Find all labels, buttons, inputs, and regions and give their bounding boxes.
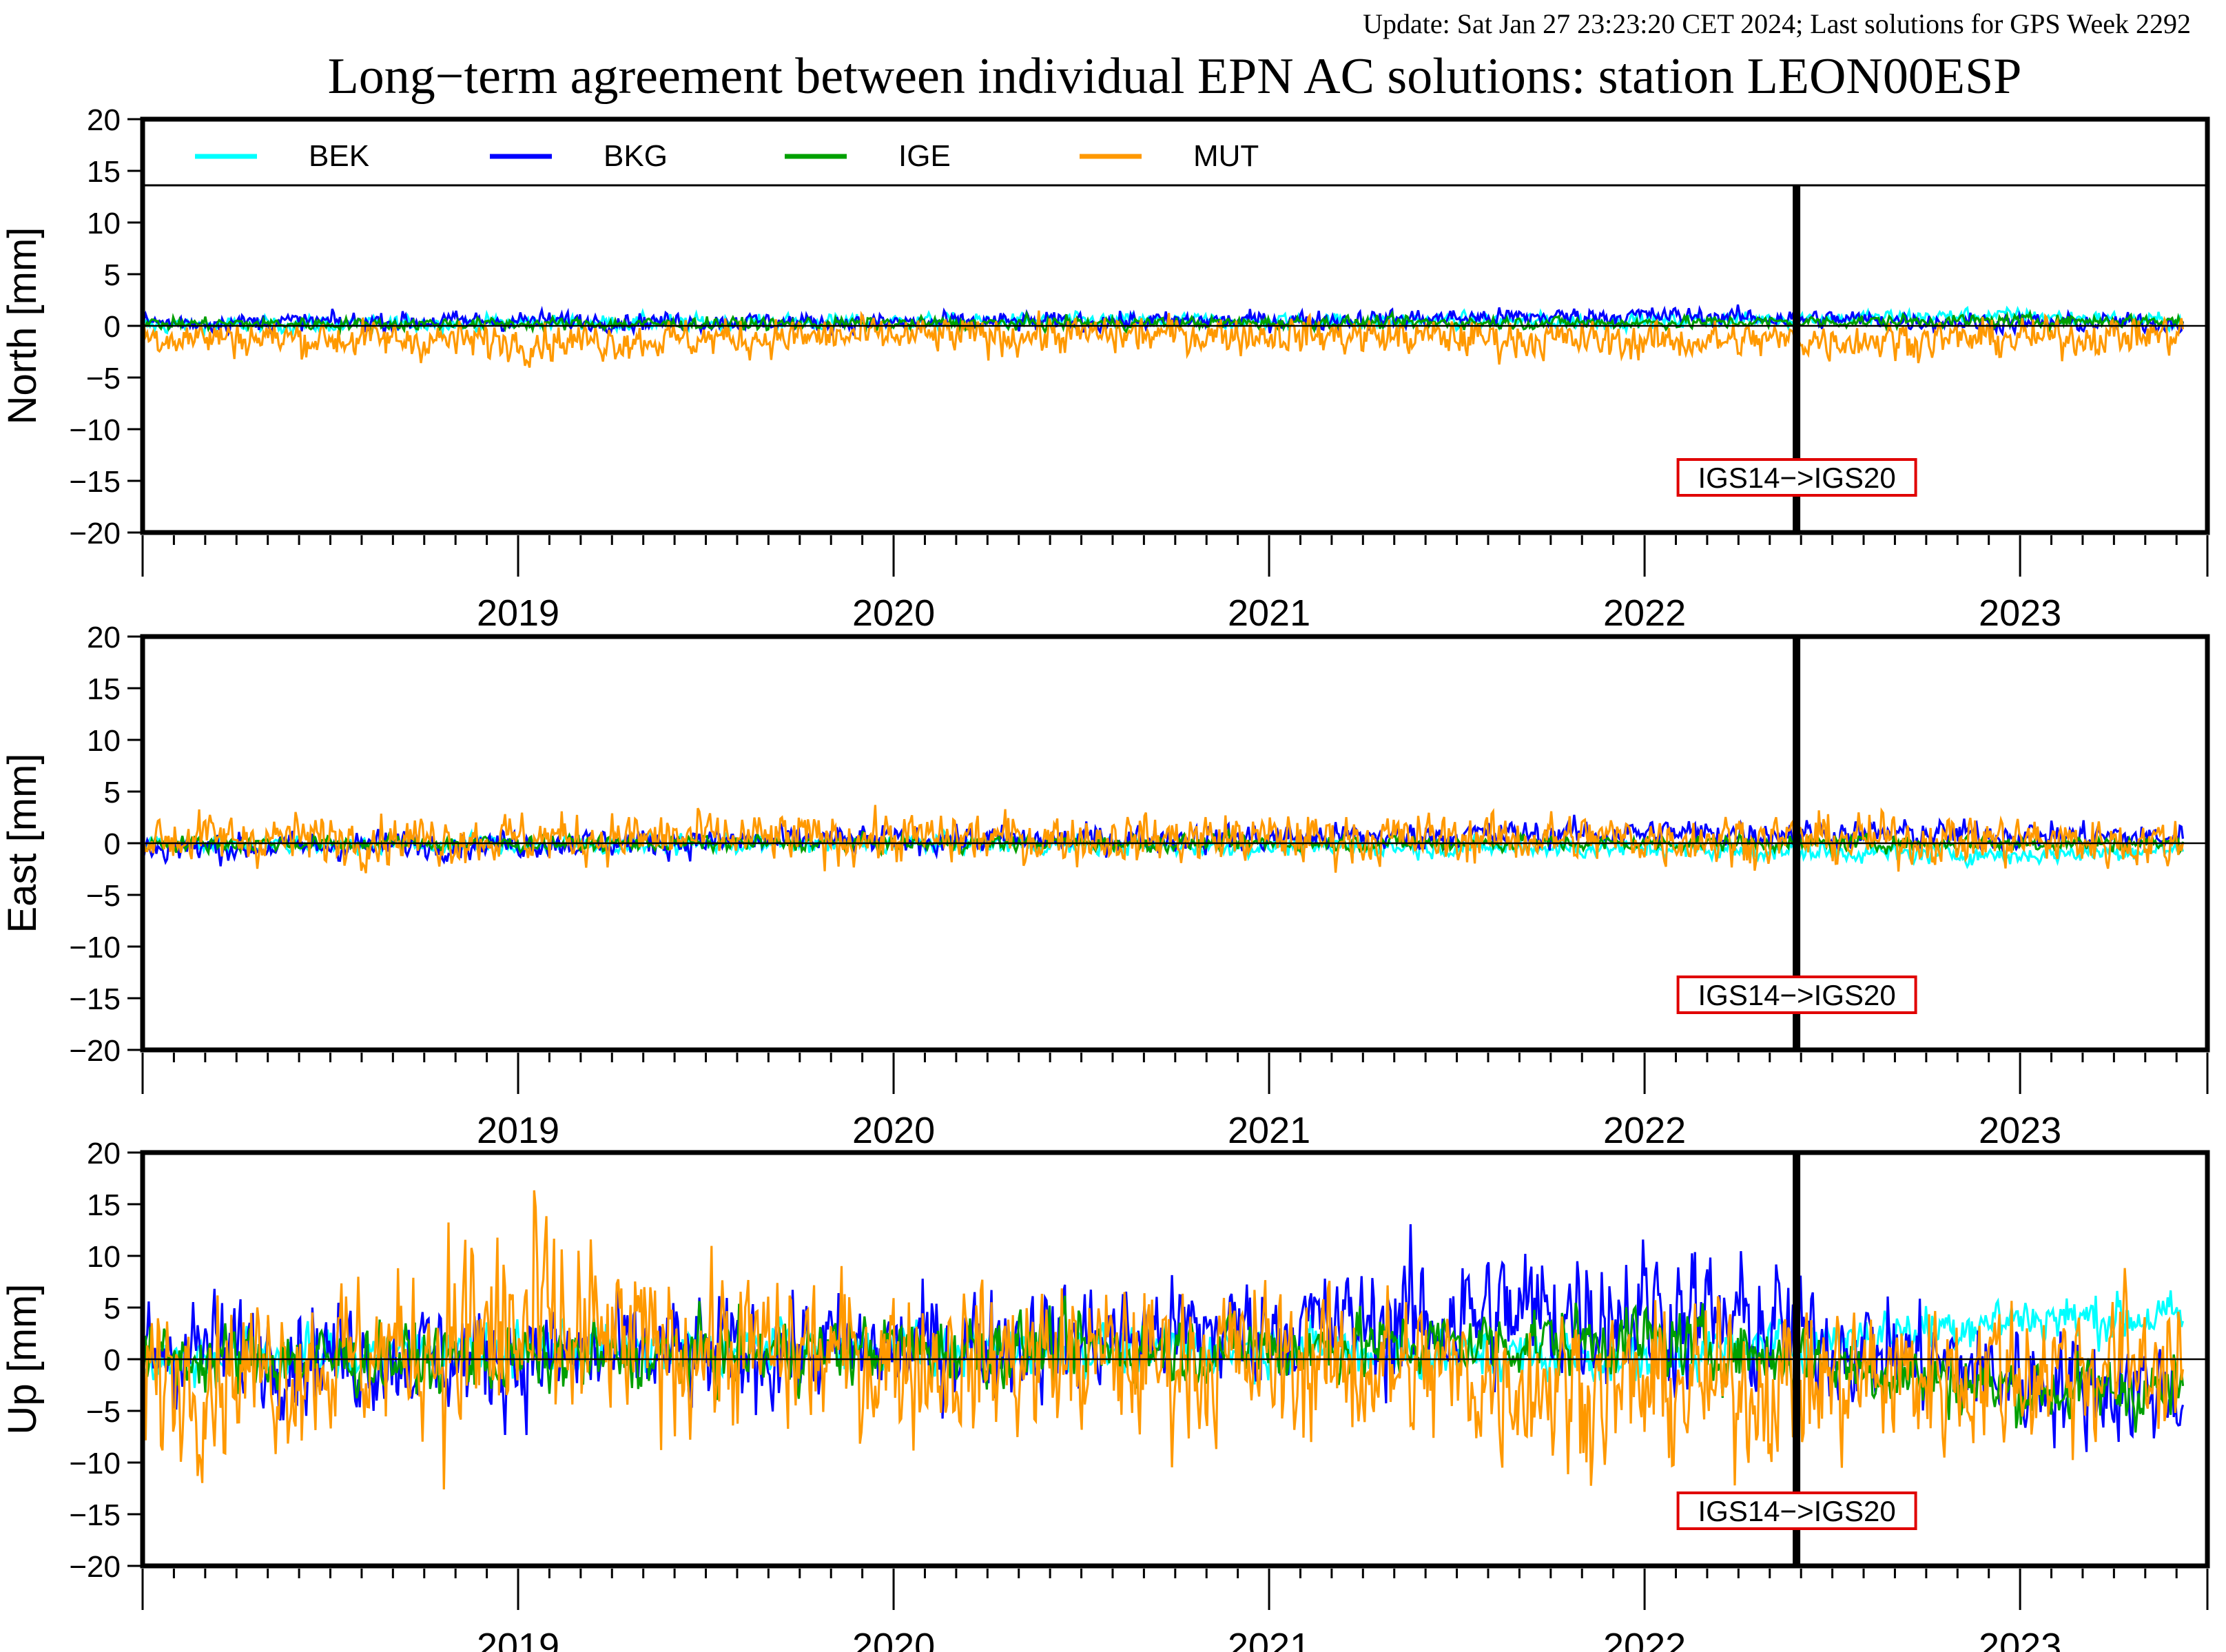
y-axis-label: North [mm] [0, 227, 45, 425]
y-tick-label: −10 [69, 413, 121, 447]
panel-2: IGS14−>IGS20 20 15 10 5 0 −5 −10 −15 −20 Up [mm] 20… [0, 1137, 2210, 1652]
y-tick-label: 20 [87, 103, 121, 137]
y-tick-label: −5 [86, 362, 121, 395]
y-tick-label: 0 [104, 1343, 121, 1377]
x-tick-label: 2022 [1603, 592, 1686, 634]
y-tick-label: −20 [69, 1034, 121, 1068]
x-tick-label: 2020 [852, 592, 935, 634]
y-tick-label: 10 [87, 207, 121, 240]
y-tick-label: −20 [69, 1550, 121, 1584]
y-tick-label: 15 [87, 672, 121, 706]
x-tick-label: 2020 [852, 1626, 935, 1652]
frame-change-label: IGS14−>IGS20 [1698, 1495, 1895, 1527]
chart-panels: IGS14−>IGS20 BEK BKG IGE MUT 20 15 10 5 0 −5 −10 −15… [0, 103, 2210, 1652]
legend-bg [143, 119, 2207, 185]
x-tick-label: 2020 [852, 1110, 935, 1151]
y-tick-label: 5 [104, 258, 121, 292]
y-tick-label: −20 [69, 517, 121, 550]
y-axis-label: East [mm] [0, 753, 45, 933]
y-tick-label: −10 [69, 1447, 121, 1480]
x-tick-label: 2019 [477, 1626, 559, 1652]
series-group [143, 1190, 2185, 1490]
y-tick-label: −15 [69, 465, 121, 499]
panel-0: IGS14−>IGS20 BEK BKG IGE MUT 20 15 10 5 0 −5 −10 −15… [0, 103, 2210, 634]
y-tick-label: 10 [87, 1240, 121, 1274]
y-tick-label: 0 [104, 827, 121, 861]
y-tick-label: −5 [86, 879, 121, 913]
y-tick-label: −15 [69, 1498, 121, 1532]
series-mut-line [143, 310, 2185, 368]
x-tick-label: 2021 [1228, 592, 1310, 634]
series-mut-line [143, 1190, 2185, 1490]
x-tick-label: 2023 [1979, 1626, 2061, 1652]
y-tick-label: 15 [87, 1188, 121, 1222]
x-tick-label: 2019 [477, 592, 559, 634]
x-tick-label: 2023 [1979, 592, 2061, 634]
x-tick-label: 2021 [1228, 1626, 1310, 1652]
update-text: Update: Sat Jan 27 23:23:20 CET 2024; La… [1363, 8, 2191, 39]
y-tick-label: 10 [87, 724, 121, 758]
y-tick-label: −10 [69, 931, 121, 964]
series-group [143, 304, 2185, 368]
y-tick-label: 5 [104, 1292, 121, 1325]
frame-change-box [1676, 458, 1917, 497]
legend-label-bkg: BKG [604, 139, 668, 173]
y-tick-label: 0 [104, 310, 121, 344]
y-tick-label: 20 [87, 1137, 121, 1170]
y-tick-label: −15 [69, 982, 121, 1016]
y-tick-label: −5 [86, 1395, 121, 1429]
x-tick-label: 2022 [1603, 1626, 1686, 1652]
legend-label-bek: BEK [309, 139, 369, 173]
series-bkg-line [143, 814, 2185, 867]
frame-change-label: IGS14−>IGS20 [1698, 462, 1895, 494]
series-mut-line [143, 805, 2185, 874]
series-group [143, 805, 2185, 874]
y-tick-label: 20 [87, 621, 121, 654]
legend-label-ige: IGE [898, 139, 951, 173]
panel-1: IGS14−>IGS20 20 15 10 5 0 −5 −10 −15 −20 East [mm]… [0, 621, 2210, 1151]
y-axis-label: Up [mm] [0, 1283, 45, 1434]
chart-title: Long−term agreement between individual E… [328, 48, 2022, 105]
y-tick-label: 15 [87, 155, 121, 189]
y-tick-label: 5 [104, 776, 121, 809]
x-tick-label: 2023 [1979, 1110, 2061, 1151]
x-tick-label: 2022 [1603, 1110, 1686, 1151]
x-tick-label: 2019 [477, 1110, 559, 1151]
frame-change-box [1676, 1491, 1917, 1530]
frame-change-box [1676, 975, 1917, 1014]
frame-change-label: IGS14−>IGS20 [1698, 979, 1895, 1011]
legend-label-mut: MUT [1193, 139, 1259, 173]
x-tick-label: 2021 [1228, 1110, 1310, 1151]
